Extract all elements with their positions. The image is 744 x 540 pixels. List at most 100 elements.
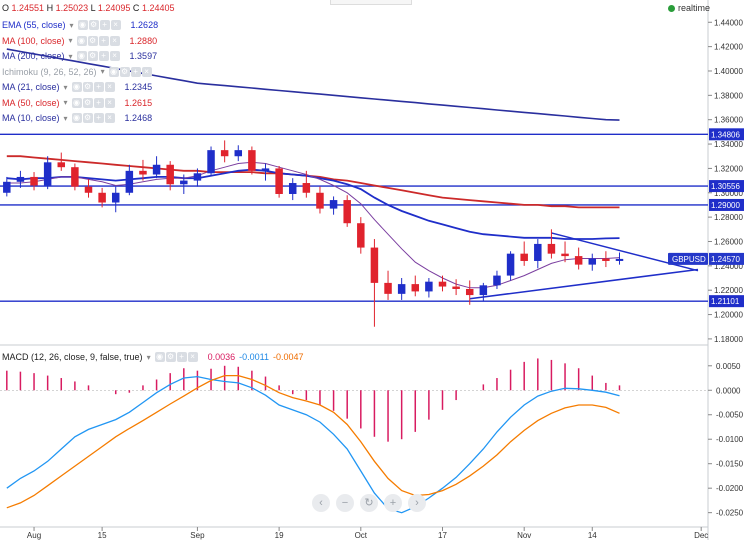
candle-body bbox=[139, 170, 147, 175]
macd-line bbox=[6, 375, 620, 514]
indicator-label: MA (50, close) bbox=[2, 97, 60, 108]
candle-body bbox=[602, 258, 610, 261]
candle-body bbox=[193, 173, 202, 181]
macd-visibility-icon[interactable]: ◉ bbox=[154, 352, 165, 362]
indicator-caret-icon[interactable]: ▾ bbox=[68, 51, 73, 61]
zoom-out-icon[interactable]: − bbox=[336, 494, 354, 512]
ohlc-readout: O 1.24551 H 1.25023 L 1.24095 C 1.24405 bbox=[2, 3, 174, 13]
macd-remove-icon[interactable]: × bbox=[187, 352, 198, 362]
x-tick-label: 17 bbox=[438, 531, 447, 540]
visibility-icon[interactable]: ◉ bbox=[77, 20, 88, 30]
candle-body bbox=[84, 186, 93, 193]
y-tick-label: 1.22000 bbox=[714, 286, 743, 295]
settings-icon[interactable]: ⚙ bbox=[87, 51, 98, 61]
macd-caret-icon[interactable]: ▾ bbox=[146, 352, 151, 362]
indicator-caret-icon[interactable]: ▾ bbox=[69, 20, 74, 30]
realtime-dot-icon bbox=[668, 4, 675, 12]
candle-body bbox=[370, 247, 379, 283]
remove-icon[interactable]: × bbox=[104, 82, 115, 92]
remove-icon[interactable]: × bbox=[104, 97, 115, 108]
realtime-label: realtime bbox=[678, 3, 711, 13]
y-tick-label: 1.18000 bbox=[714, 335, 743, 344]
top-handle bbox=[330, 0, 412, 5]
settings-icon[interactable]: ⚙ bbox=[88, 20, 99, 30]
add-icon[interactable]: + bbox=[93, 97, 104, 108]
open-label: O bbox=[2, 3, 10, 13]
indicator-row[interactable]: MA (100, close) ▾ ◉ ⚙ + × 1.2880 bbox=[2, 34, 157, 48]
indicator-row[interactable]: Ichimoku (9, 26, 52, 26) ▾ ◉ ⚙ + × bbox=[2, 65, 162, 79]
add-icon[interactable]: + bbox=[93, 82, 104, 92]
add-icon[interactable]: + bbox=[99, 20, 110, 30]
y-tick-label: 1.34000 bbox=[714, 140, 743, 149]
scroll-left-icon[interactable]: ‹ bbox=[312, 494, 330, 512]
indicator-caret-icon[interactable]: ▾ bbox=[63, 113, 68, 123]
settings-icon[interactable]: ⚙ bbox=[82, 97, 93, 108]
visibility-icon[interactable]: ◉ bbox=[71, 97, 82, 108]
remove-icon[interactable]: × bbox=[141, 66, 152, 77]
x-tick-label: 19 bbox=[275, 531, 284, 540]
candle-body bbox=[506, 253, 515, 276]
indicator-caret-icon[interactable]: ▾ bbox=[63, 82, 68, 92]
settings-icon[interactable]: ⚙ bbox=[82, 113, 93, 123]
price-badge-label: 1.24570 bbox=[711, 255, 740, 264]
indicator-caret-icon[interactable]: ▾ bbox=[100, 67, 105, 76]
y-tick-label: 1.36000 bbox=[714, 116, 743, 125]
level-badge-label: 1.21101 bbox=[711, 297, 740, 306]
indicator-row[interactable]: MA (50, close) ▾ ◉ ⚙ + × 1.2615 bbox=[2, 96, 152, 110]
indicator-value: 1.2615 bbox=[124, 97, 153, 108]
indicator-caret-icon[interactable]: ▾ bbox=[63, 98, 68, 107]
indicator-row[interactable]: MA (10, close) ▾ ◉ ⚙ + × 1.2468 bbox=[2, 111, 152, 125]
candle-body bbox=[261, 168, 270, 171]
macd-y-tick-label: -0.0250 bbox=[716, 509, 744, 518]
indicator-label: MA (200, close) bbox=[2, 51, 65, 61]
indicator-row[interactable]: EMA (55, close) ▾ ◉ ⚙ + × 1.2628 bbox=[2, 18, 158, 32]
macd-settings-icon[interactable]: ⚙ bbox=[165, 352, 176, 362]
y-tick-label: 1.26000 bbox=[714, 237, 743, 246]
candle-body bbox=[574, 256, 583, 265]
remove-icon[interactable]: × bbox=[104, 113, 115, 123]
remove-icon[interactable]: × bbox=[110, 20, 121, 30]
indicator-value: 1.3597 bbox=[129, 51, 158, 61]
candle-body bbox=[452, 286, 460, 289]
add-icon[interactable]: + bbox=[98, 35, 109, 46]
zoom-in-icon[interactable]: + bbox=[384, 494, 402, 512]
indicator-row[interactable]: MA (21, close) ▾ ◉ ⚙ + × 1.2345 bbox=[2, 80, 152, 94]
indicator-controls: ◉ ⚙ + × bbox=[76, 51, 120, 61]
visibility-icon[interactable]: ◉ bbox=[76, 35, 87, 46]
settings-icon[interactable]: ⚙ bbox=[87, 35, 98, 46]
candle-body bbox=[288, 183, 297, 194]
indicator-controls: ◉ ⚙ + × bbox=[71, 97, 115, 108]
candle-body bbox=[275, 168, 283, 194]
visibility-icon[interactable]: ◉ bbox=[71, 82, 82, 92]
visibility-icon[interactable]: ◉ bbox=[108, 66, 119, 77]
candle-body bbox=[220, 150, 229, 157]
indicator-label: MA (10, close) bbox=[2, 113, 60, 123]
indicator-label: Ichimoku (9, 26, 52, 26) bbox=[2, 66, 97, 77]
candle-body bbox=[207, 150, 215, 174]
visibility-icon[interactable]: ◉ bbox=[76, 51, 87, 61]
indicator-caret-icon[interactable]: ▾ bbox=[68, 36, 73, 45]
indicator-row[interactable]: MA (200, close) ▾ ◉ ⚙ + × 1.3597 bbox=[2, 49, 157, 63]
ma10-line bbox=[6, 161, 620, 289]
candle-body bbox=[111, 192, 120, 203]
remove-icon[interactable]: × bbox=[109, 51, 120, 61]
add-icon[interactable]: + bbox=[98, 51, 109, 61]
settings-icon[interactable]: ⚙ bbox=[119, 66, 130, 77]
indicator-controls: ◉ ⚙ + × bbox=[108, 66, 152, 77]
reset-icon[interactable]: ↻ bbox=[360, 494, 378, 512]
add-icon[interactable]: + bbox=[130, 66, 141, 77]
level-badge-label: 1.30556 bbox=[711, 182, 740, 191]
add-icon[interactable]: + bbox=[93, 113, 104, 123]
visibility-icon[interactable]: ◉ bbox=[71, 113, 82, 123]
macd-add-icon[interactable]: + bbox=[176, 352, 187, 362]
settings-icon[interactable]: ⚙ bbox=[82, 82, 93, 92]
indicator-label: MA (21, close) bbox=[2, 82, 60, 92]
signal-line bbox=[6, 374, 620, 509]
remove-icon[interactable]: × bbox=[109, 35, 120, 46]
candle-body bbox=[248, 150, 256, 171]
candle-body bbox=[16, 176, 25, 182]
scroll-right-icon[interactable]: › bbox=[408, 494, 426, 512]
candle-body bbox=[316, 192, 324, 209]
candle-body bbox=[180, 180, 188, 185]
